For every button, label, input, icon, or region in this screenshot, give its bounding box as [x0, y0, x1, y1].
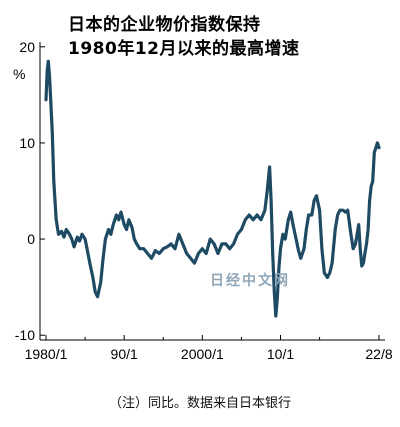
x-axis: 1980/1 90/1 2000/1 10/1 22/8	[25, 335, 393, 362]
chart-note: （注）同比。数据来自日本银行	[108, 396, 291, 411]
x-tick-label: 2000/1	[181, 346, 224, 362]
chart-title-line-1: 日本的企业物价指数保持	[68, 15, 261, 35]
chart-title-line-2: 1980年12月以来的最高增速	[68, 39, 300, 59]
y-tick-label: 20	[19, 39, 35, 55]
x-tick-label: 22/8	[365, 346, 392, 362]
y-axis: 20 10 0 -10	[15, 39, 45, 343]
x-tick-label: 1980/1	[25, 346, 68, 362]
y-tick-label: 0	[27, 231, 35, 247]
y-unit-label: %	[13, 66, 25, 82]
x-tick-label: 10/1	[267, 346, 294, 362]
plot-frame	[39, 42, 385, 341]
series-line	[44, 59, 381, 318]
x-tick-label: 90/1	[111, 346, 138, 362]
watermark: 日经中文网	[210, 273, 290, 289]
y-tick-label: 10	[19, 135, 35, 151]
series-layer	[44, 59, 381, 318]
y-tick-label: -10	[15, 327, 35, 343]
